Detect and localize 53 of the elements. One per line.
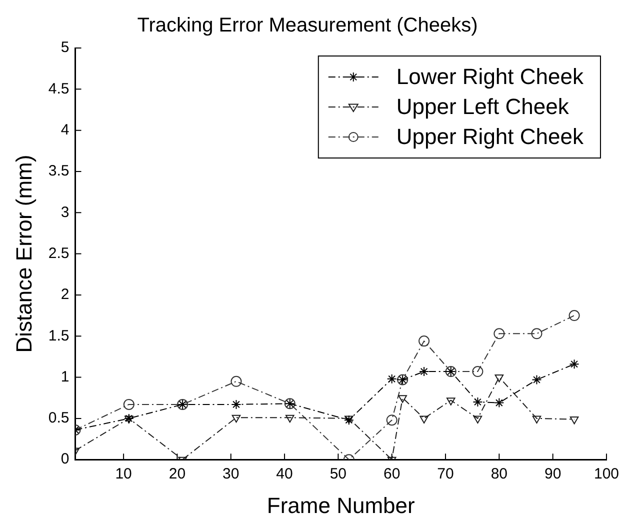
point	[285, 414, 294, 423]
point	[386, 374, 397, 384]
point	[418, 336, 430, 347]
point	[494, 328, 505, 340]
x-tick-label: 60	[384, 466, 400, 483]
y-tick-label: 4	[60, 121, 70, 138]
point	[531, 328, 542, 340]
point	[446, 398, 456, 406]
legend-label: Upper Right Cheek	[396, 124, 584, 150]
point	[386, 414, 398, 426]
point	[569, 359, 580, 370]
y-axis-title: Distance Error (mm)	[11, 154, 36, 353]
point	[231, 399, 242, 410]
chart-title: Tracking Error Measurement (Cheeks)	[137, 14, 478, 37]
point	[419, 366, 430, 377]
legend-label: Upper Left Cheek	[396, 94, 570, 120]
point	[420, 416, 428, 424]
point	[124, 416, 134, 424]
point	[494, 398, 504, 408]
point	[232, 414, 241, 423]
point	[568, 310, 580, 322]
y-tick-label: 0	[60, 450, 70, 468]
x-axis-title: Frame Number	[266, 492, 415, 518]
point	[532, 416, 542, 424]
y-tick-label: 2	[60, 286, 70, 304]
x-tick-label: 100	[594, 466, 619, 483]
x-tick-label: 80	[490, 466, 508, 483]
point	[472, 396, 483, 407]
y-tick-label: 4.5	[48, 80, 70, 98]
y-tick-label: 3	[60, 204, 70, 221]
point	[230, 376, 242, 387]
x-tick-label: 70	[437, 466, 454, 483]
legend-label: Lower Right Cheek	[396, 64, 584, 90]
x-tick-label: 30	[222, 466, 240, 483]
point	[472, 366, 484, 378]
y-tick-label: 5	[60, 39, 70, 56]
x-tick-label: 40	[276, 466, 293, 483]
y-tick-label: 1	[60, 368, 70, 386]
point	[398, 395, 407, 403]
y-tick-label: 3.5	[48, 162, 70, 180]
y-tick-label: 2.5	[48, 244, 70, 262]
y-tick-label: 1.5	[48, 327, 70, 344]
point	[124, 413, 134, 424]
x-tick-label: 20	[168, 466, 186, 483]
x-tick-label: 10	[115, 466, 132, 483]
x-tick-label: 50	[330, 466, 347, 483]
x-tick-label: 90	[544, 466, 562, 483]
point	[123, 398, 134, 410]
point	[532, 374, 542, 385]
point	[570, 416, 579, 424]
point	[494, 374, 504, 382]
point	[473, 416, 482, 424]
y-tick-label: 0.5	[48, 410, 70, 427]
